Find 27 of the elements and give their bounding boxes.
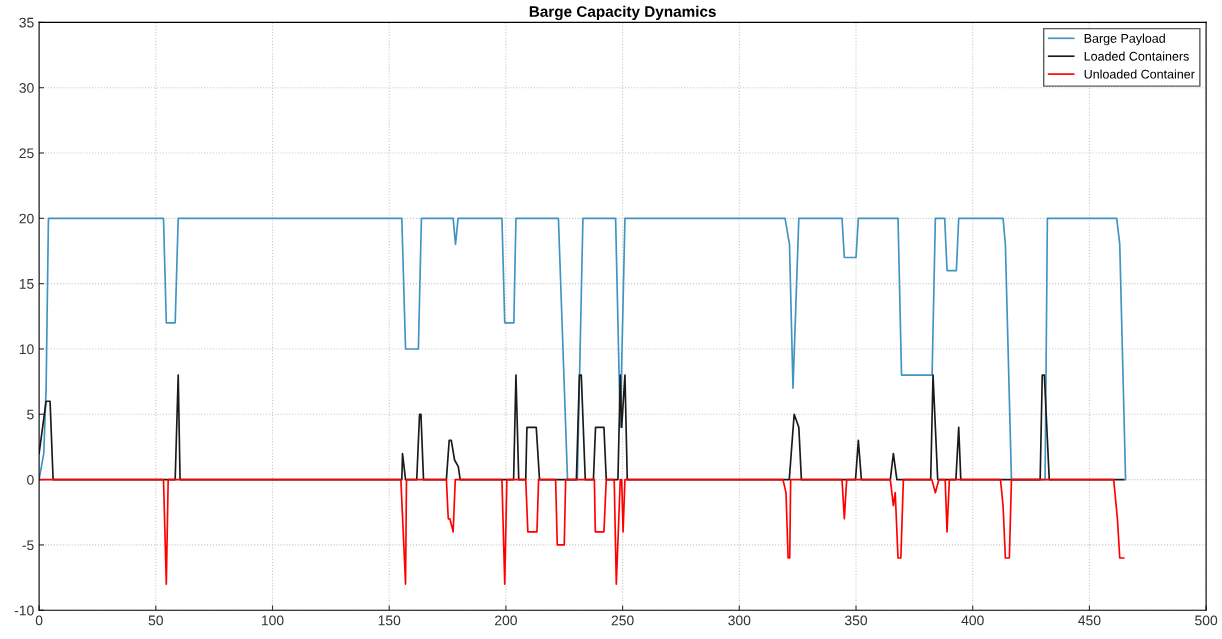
y-tick-label: 0 <box>27 474 34 485</box>
y-tick-label: 10 <box>19 344 34 355</box>
x-tick-label: 350 <box>844 615 868 626</box>
x-tick-label: 200 <box>495 615 517 626</box>
x-tick-label: 250 <box>611 615 634 626</box>
legend-label: Barge Payload <box>1084 33 1165 46</box>
line-series <box>39 217 1127 481</box>
y-tick-label: 15 <box>19 279 34 289</box>
y-tick-label: -5 <box>22 540 34 551</box>
y-tick-label: 30 <box>19 83 34 93</box>
x-tick-label: 100 <box>261 615 284 626</box>
chart-title: Barge Capacity Dynamics <box>529 5 716 21</box>
y-tick-label: 25 <box>19 148 34 159</box>
legend-label: Loaded Containers <box>1084 51 1189 61</box>
x-tick-label: 400 <box>961 615 984 626</box>
x-tick-label: 300 <box>728 615 751 626</box>
y-tick-label: 35 <box>19 17 34 28</box>
x-tick-label: 0 <box>35 615 43 626</box>
x-tick-label: 150 <box>378 615 401 626</box>
y-tick-label: 20 <box>19 213 34 224</box>
x-tick-label: 500 <box>1195 615 1218 626</box>
line-series <box>39 478 1125 585</box>
y-tick-label: -10 <box>14 605 34 616</box>
x-tick-label: 50 <box>148 615 163 626</box>
x-tick-label: 450 <box>1078 615 1101 626</box>
legend-label: Unloaded Container <box>1084 69 1195 79</box>
y-tick-label: 5 <box>27 409 34 420</box>
